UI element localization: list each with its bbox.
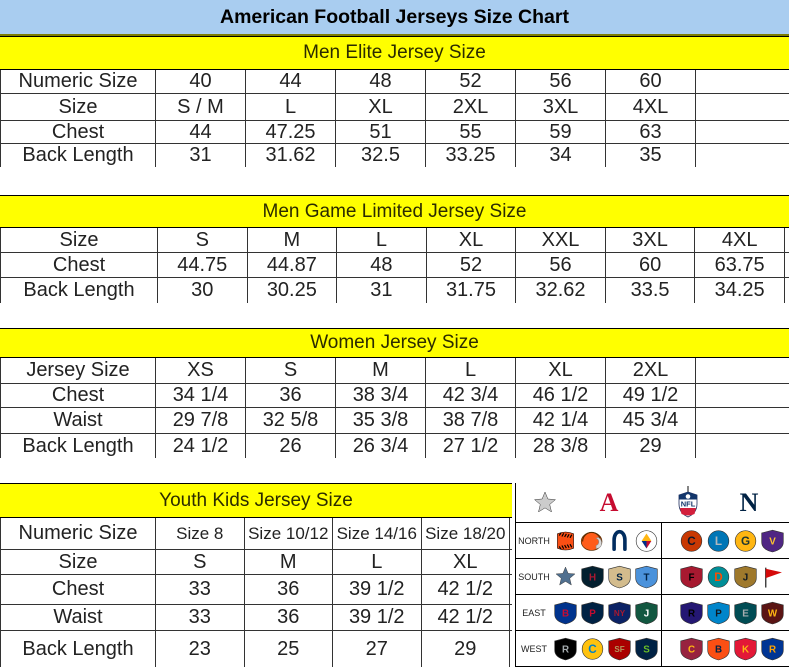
- svg-text:T: T: [644, 572, 650, 583]
- svg-text:V: V: [769, 536, 776, 547]
- svg-text:SF: SF: [614, 644, 624, 653]
- svg-text:R: R: [769, 644, 776, 655]
- svg-text:H: H: [589, 572, 596, 583]
- svg-text:P: P: [589, 608, 596, 619]
- svg-text:B: B: [562, 608, 569, 619]
- svg-text:S: S: [616, 572, 623, 583]
- svg-text:K: K: [742, 644, 749, 655]
- svg-text:S: S: [643, 644, 650, 655]
- svg-text:R: R: [562, 644, 569, 655]
- svg-text:J: J: [743, 572, 748, 583]
- svg-text:D: D: [714, 571, 722, 584]
- svg-text:C: C: [687, 535, 696, 548]
- svg-text:NFL: NFL: [681, 499, 696, 508]
- svg-text:C: C: [688, 644, 695, 655]
- svg-text:J: J: [644, 608, 649, 619]
- svg-text:P: P: [715, 608, 722, 619]
- svg-text:NY: NY: [614, 608, 626, 617]
- svg-text:F: F: [689, 572, 695, 583]
- svg-text:B: B: [715, 644, 722, 655]
- svg-text:R: R: [688, 608, 695, 619]
- svg-text:L: L: [715, 535, 722, 548]
- svg-text:C: C: [588, 643, 597, 656]
- svg-text:G: G: [741, 535, 750, 548]
- svg-text:W: W: [768, 608, 778, 619]
- svg-text:E: E: [742, 608, 749, 619]
